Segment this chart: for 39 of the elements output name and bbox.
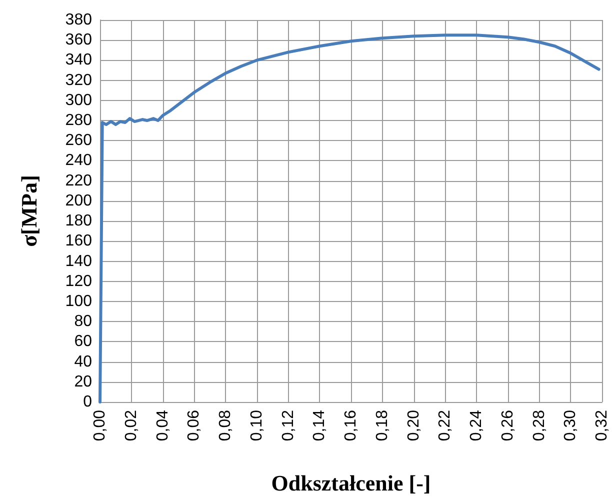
y-tick-label: 160: [65, 232, 92, 250]
x-tick-label: 0,24: [468, 410, 485, 442]
y-tick-label: 80: [74, 313, 92, 330]
x-tick-label: 0,04: [154, 410, 172, 442]
x-tick-label: 0,10: [248, 410, 266, 442]
x-tick-label: 0,00: [92, 410, 108, 442]
y-tick-label: 200: [65, 192, 92, 210]
y-tick-label: 180: [65, 212, 92, 230]
y-tick-label: 60: [74, 333, 92, 350]
x-tick-label: 0,12: [280, 410, 297, 442]
y-tick-label: 220: [65, 172, 92, 190]
x-tick-label: 0,14: [311, 410, 328, 442]
x-tick-label: 0,08: [217, 410, 234, 442]
x-tick-label: 0,16: [342, 410, 360, 442]
y-tick-label: 100: [65, 292, 92, 310]
y-tick-label: 320: [65, 72, 92, 89]
x-tick-label: 0,02: [122, 410, 140, 442]
y-tick-label: 260: [65, 132, 92, 150]
x-tick-label: 0,06: [186, 410, 203, 442]
y-tick-label: 120: [65, 272, 92, 290]
y-tick-label: 40: [74, 353, 92, 370]
x-tick-label: 0,20: [405, 410, 422, 442]
x-tick-label: 0,22: [436, 410, 454, 442]
y-tick-label: 380: [65, 12, 92, 28]
x-tick-label: 0,32: [594, 410, 610, 442]
y-tick-label: 0: [83, 394, 92, 410]
y-tick-label: 340: [65, 52, 92, 69]
x-axis-title: Odkształcenie [-]: [271, 470, 431, 496]
y-tick-label: 240: [65, 152, 92, 170]
y-tick-label: 20: [74, 373, 92, 390]
y-tick-label: 360: [65, 32, 92, 49]
x-tick-label: 0,18: [374, 410, 391, 442]
x-tick-label: 0,28: [530, 410, 548, 442]
y-axis-title: σ[MPa]: [16, 175, 42, 247]
x-tick-label: 0,26: [499, 410, 516, 442]
x-tick-label: 0,30: [562, 410, 580, 442]
y-tick-label: 300: [65, 92, 92, 109]
y-tick-label: 140: [65, 252, 92, 270]
y-tick-label: 280: [65, 112, 92, 130]
